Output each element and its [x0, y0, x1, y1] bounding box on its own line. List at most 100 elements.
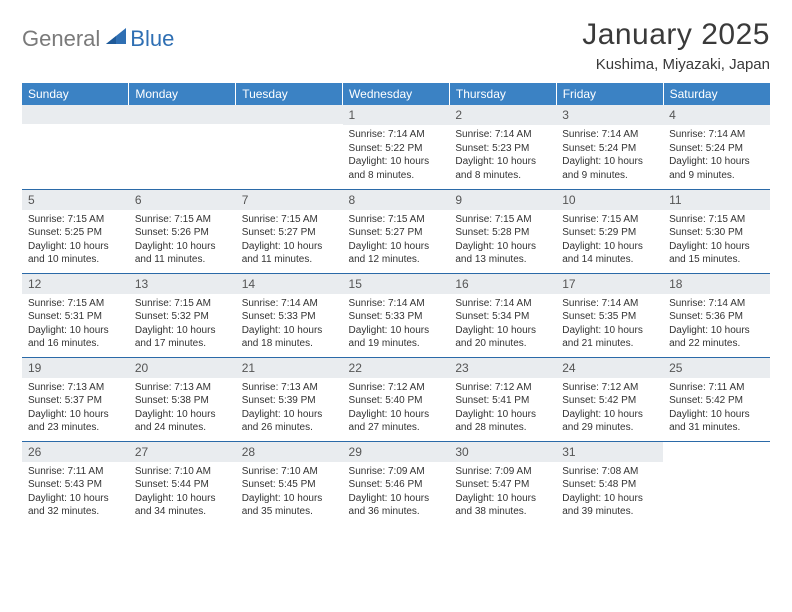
day-detail-line: Daylight: 10 hours and 26 minutes. [242, 408, 337, 435]
day-detail-line: Sunset: 5:33 PM [242, 310, 337, 324]
day-details: Sunrise: 7:11 AMSunset: 5:43 PMDaylight:… [22, 462, 129, 523]
title-block: January 2025 Kushima, Miyazaki, Japan [582, 18, 770, 73]
header: General Blue January 2025 Kushima, Miyaz… [22, 18, 770, 73]
day-details: Sunrise: 7:15 AMSunset: 5:31 PMDaylight:… [22, 294, 129, 355]
calendar-cell: 28Sunrise: 7:10 AMSunset: 5:45 PMDayligh… [236, 441, 343, 525]
day-number: 1 [343, 105, 450, 125]
day-detail-line: Daylight: 10 hours and 15 minutes. [669, 240, 764, 267]
day-number: 3 [556, 105, 663, 125]
weekday-header: Thursday [449, 83, 556, 105]
logo: General Blue [22, 26, 174, 52]
day-number: 23 [449, 358, 556, 378]
calendar-cell: 6Sunrise: 7:15 AMSunset: 5:26 PMDaylight… [129, 189, 236, 273]
day-details: Sunrise: 7:09 AMSunset: 5:46 PMDaylight:… [343, 462, 450, 523]
day-detail-line: Sunrise: 7:14 AM [562, 297, 657, 311]
day-detail-line: Sunset: 5:28 PM [455, 226, 550, 240]
day-detail-line: Sunset: 5:22 PM [349, 142, 444, 156]
day-detail-line: Daylight: 10 hours and 20 minutes. [455, 324, 550, 351]
day-detail-line: Daylight: 10 hours and 36 minutes. [349, 492, 444, 519]
day-details: Sunrise: 7:14 AMSunset: 5:35 PMDaylight:… [556, 294, 663, 355]
day-details: Sunrise: 7:15 AMSunset: 5:32 PMDaylight:… [129, 294, 236, 355]
day-detail-line: Daylight: 10 hours and 13 minutes. [455, 240, 550, 267]
day-number: 9 [449, 190, 556, 210]
day-details: Sunrise: 7:15 AMSunset: 5:30 PMDaylight:… [663, 210, 770, 271]
calendar-cell: 20Sunrise: 7:13 AMSunset: 5:38 PMDayligh… [129, 357, 236, 441]
calendar-cell [22, 105, 129, 189]
day-detail-line: Daylight: 10 hours and 11 minutes. [135, 240, 230, 267]
day-detail-line: Sunrise: 7:15 AM [28, 297, 123, 311]
weekday-header: Wednesday [343, 83, 450, 105]
day-number: 13 [129, 274, 236, 294]
day-detail-line: Sunset: 5:25 PM [28, 226, 123, 240]
day-detail-line: Sunset: 5:24 PM [669, 142, 764, 156]
calendar-cell: 4Sunrise: 7:14 AMSunset: 5:24 PMDaylight… [663, 105, 770, 189]
day-detail-line: Sunrise: 7:12 AM [349, 381, 444, 395]
day-details: Sunrise: 7:14 AMSunset: 5:24 PMDaylight:… [556, 125, 663, 186]
day-details: Sunrise: 7:14 AMSunset: 5:23 PMDaylight:… [449, 125, 556, 186]
day-number: 28 [236, 442, 343, 462]
day-detail-line: Sunrise: 7:13 AM [135, 381, 230, 395]
day-number: 26 [22, 442, 129, 462]
calendar-table: Sunday Monday Tuesday Wednesday Thursday… [22, 83, 770, 525]
day-detail-line: Sunrise: 7:15 AM [455, 213, 550, 227]
day-number: 22 [343, 358, 450, 378]
calendar-cell: 3Sunrise: 7:14 AMSunset: 5:24 PMDaylight… [556, 105, 663, 189]
day-number: 6 [129, 190, 236, 210]
logo-text-general: General [22, 26, 100, 52]
day-detail-line: Sunrise: 7:11 AM [669, 381, 764, 395]
calendar-cell: 10Sunrise: 7:15 AMSunset: 5:29 PMDayligh… [556, 189, 663, 273]
empty-daynum [22, 105, 129, 124]
weekday-header: Sunday [22, 83, 129, 105]
day-detail-line: Daylight: 10 hours and 12 minutes. [349, 240, 444, 267]
calendar-cell: 22Sunrise: 7:12 AMSunset: 5:40 PMDayligh… [343, 357, 450, 441]
day-number: 8 [343, 190, 450, 210]
day-detail-line: Daylight: 10 hours and 39 minutes. [562, 492, 657, 519]
month-title: January 2025 [582, 18, 770, 52]
calendar-cell: 7Sunrise: 7:15 AMSunset: 5:27 PMDaylight… [236, 189, 343, 273]
calendar-cell: 13Sunrise: 7:15 AMSunset: 5:32 PMDayligh… [129, 273, 236, 357]
day-detail-line: Sunrise: 7:09 AM [455, 465, 550, 479]
calendar-body: 1Sunrise: 7:14 AMSunset: 5:22 PMDaylight… [22, 105, 770, 525]
day-details: Sunrise: 7:14 AMSunset: 5:33 PMDaylight:… [343, 294, 450, 355]
day-detail-line: Sunset: 5:43 PM [28, 478, 123, 492]
day-detail-line: Daylight: 10 hours and 38 minutes. [455, 492, 550, 519]
day-detail-line: Sunrise: 7:08 AM [562, 465, 657, 479]
day-detail-line: Sunset: 5:24 PM [562, 142, 657, 156]
logo-sail-icon [105, 27, 127, 52]
day-details: Sunrise: 7:15 AMSunset: 5:25 PMDaylight:… [22, 210, 129, 271]
day-detail-line: Daylight: 10 hours and 16 minutes. [28, 324, 123, 351]
day-detail-line: Daylight: 10 hours and 17 minutes. [135, 324, 230, 351]
day-detail-line: Sunrise: 7:09 AM [349, 465, 444, 479]
day-detail-line: Daylight: 10 hours and 8 minutes. [455, 155, 550, 182]
day-detail-line: Sunset: 5:41 PM [455, 394, 550, 408]
location: Kushima, Miyazaki, Japan [582, 56, 770, 73]
empty-daynum [129, 105, 236, 124]
day-detail-line: Daylight: 10 hours and 21 minutes. [562, 324, 657, 351]
day-detail-line: Sunrise: 7:14 AM [349, 128, 444, 142]
day-detail-line: Sunset: 5:32 PM [135, 310, 230, 324]
day-detail-line: Daylight: 10 hours and 34 minutes. [135, 492, 230, 519]
weekday-header: Friday [556, 83, 663, 105]
day-detail-line: Sunset: 5:37 PM [28, 394, 123, 408]
day-details: Sunrise: 7:10 AMSunset: 5:45 PMDaylight:… [236, 462, 343, 523]
day-details: Sunrise: 7:15 AMSunset: 5:28 PMDaylight:… [449, 210, 556, 271]
day-detail-line: Sunset: 5:30 PM [669, 226, 764, 240]
day-detail-line: Sunrise: 7:14 AM [242, 297, 337, 311]
calendar-cell: 17Sunrise: 7:14 AMSunset: 5:35 PMDayligh… [556, 273, 663, 357]
calendar-week-row: 12Sunrise: 7:15 AMSunset: 5:31 PMDayligh… [22, 273, 770, 357]
calendar-cell [663, 441, 770, 525]
day-detail-line: Sunrise: 7:15 AM [135, 213, 230, 227]
day-number: 25 [663, 358, 770, 378]
day-detail-line: Sunset: 5:23 PM [455, 142, 550, 156]
calendar-cell: 23Sunrise: 7:12 AMSunset: 5:41 PMDayligh… [449, 357, 556, 441]
calendar-week-row: 26Sunrise: 7:11 AMSunset: 5:43 PMDayligh… [22, 441, 770, 525]
day-detail-line: Sunset: 5:42 PM [562, 394, 657, 408]
day-details: Sunrise: 7:15 AMSunset: 5:29 PMDaylight:… [556, 210, 663, 271]
calendar-cell: 27Sunrise: 7:10 AMSunset: 5:44 PMDayligh… [129, 441, 236, 525]
day-details: Sunrise: 7:14 AMSunset: 5:34 PMDaylight:… [449, 294, 556, 355]
day-detail-line: Sunset: 5:40 PM [349, 394, 444, 408]
day-detail-line: Sunrise: 7:13 AM [242, 381, 337, 395]
day-detail-line: Daylight: 10 hours and 22 minutes. [669, 324, 764, 351]
calendar-cell: 26Sunrise: 7:11 AMSunset: 5:43 PMDayligh… [22, 441, 129, 525]
calendar-cell: 21Sunrise: 7:13 AMSunset: 5:39 PMDayligh… [236, 357, 343, 441]
